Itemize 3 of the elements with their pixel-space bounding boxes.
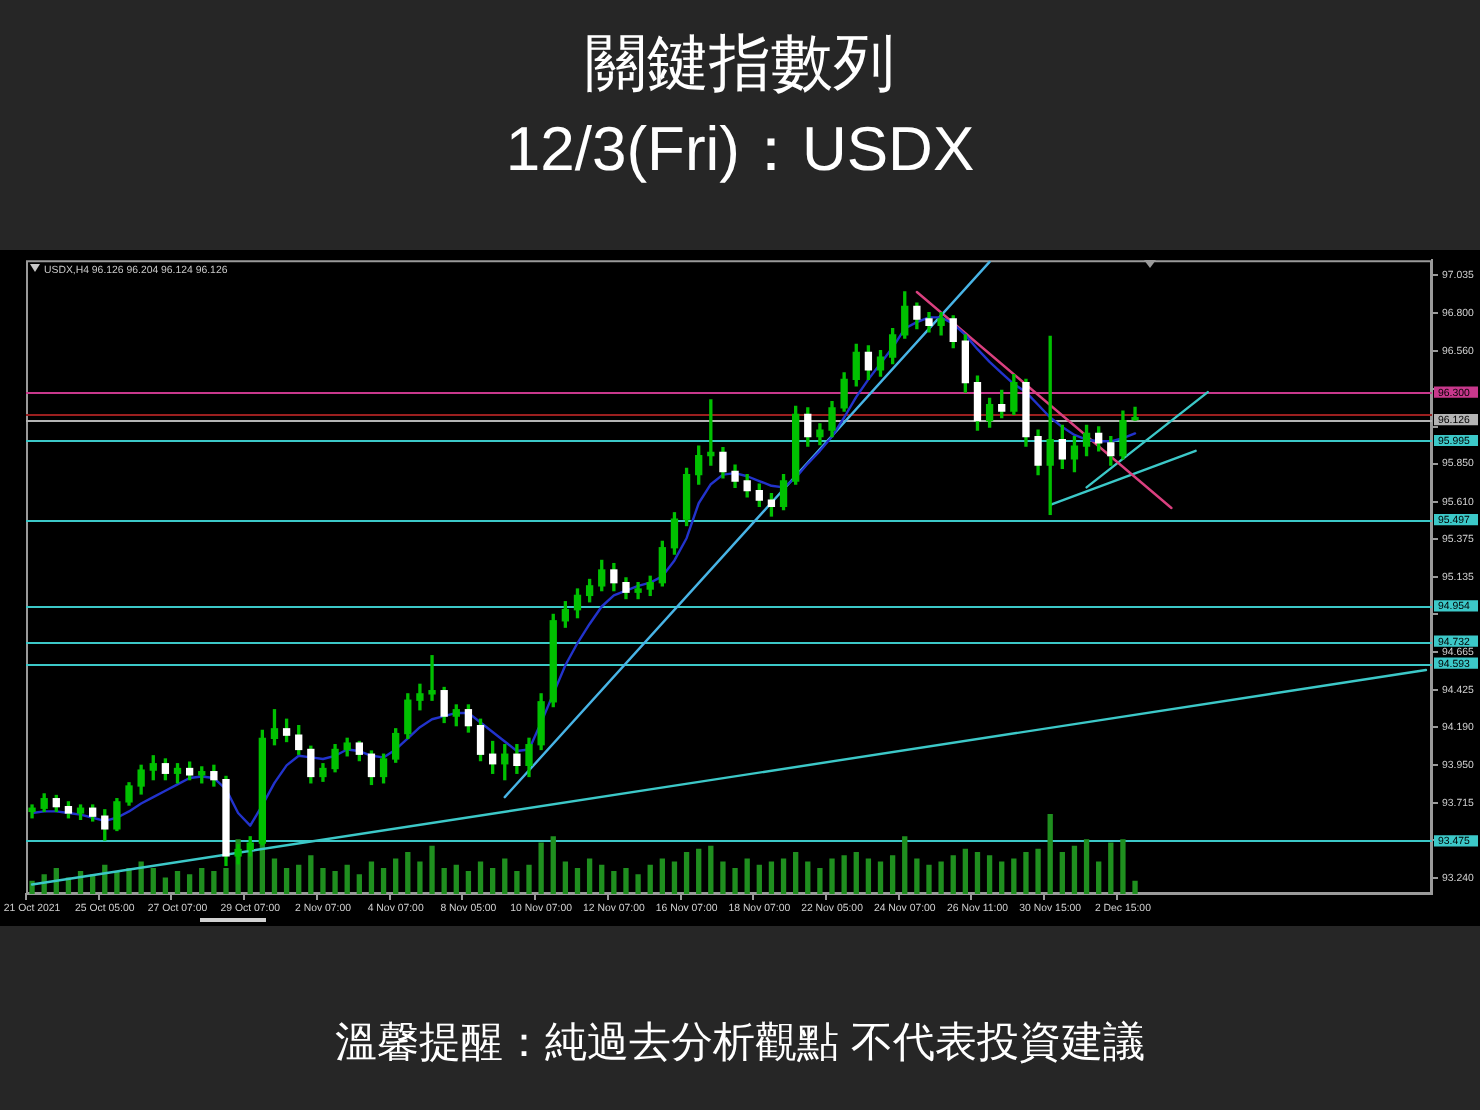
text: 溫馨提醒：純過去分析觀點 不代表投資建議	[333, 1018, 1147, 1070]
chart-subtitle: 12/3(Fri)：USDX	[503, 114, 977, 186]
chart-title: 關鍵指數列	[583, 28, 897, 100]
